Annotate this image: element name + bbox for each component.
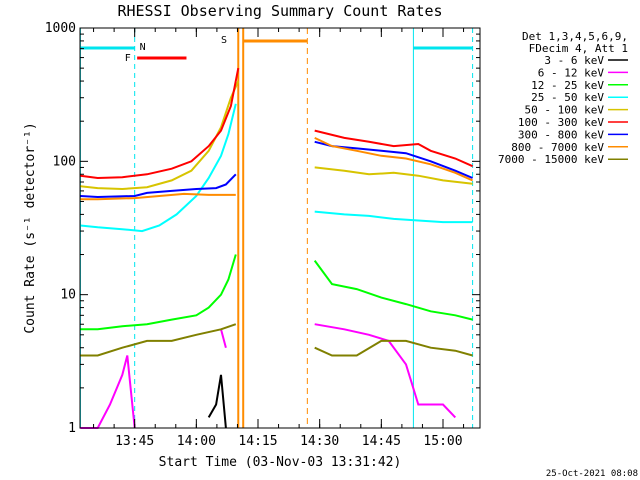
y-tick-label: 10: [60, 288, 76, 303]
chart-title: RHESSI Observing Summary Count Rates: [117, 2, 442, 20]
legend-header-line1: Det 1,3,4,5,6,9,: [522, 30, 628, 43]
series-line: [80, 323, 237, 357]
x-tick-label: 14:30: [300, 434, 339, 449]
y-tick-label: 1000: [45, 21, 76, 36]
x-tick-label: 13:45: [115, 434, 154, 449]
legend-entry-label: 300 - 800 keV: [518, 128, 604, 141]
axis-ticks: 1 10 100 1000 13:45 14:00 14:15 14:30 14:45 15:00: [45, 21, 480, 449]
series-line: [314, 136, 474, 182]
series-line: [314, 210, 473, 224]
series-line: [80, 254, 237, 331]
plot-frame: [79, 27, 481, 429]
y-tick-label: 1: [68, 421, 76, 436]
legend-entry-label: 6 - 12 keV: [538, 66, 605, 79]
series-line: [80, 67, 240, 180]
series-line: [314, 339, 473, 357]
legend-header-line2: FDecim 4, Att 1: [529, 42, 628, 55]
series-line: [314, 166, 473, 185]
series-line: [80, 173, 237, 199]
legend-entry-label: 3 - 6 keV: [544, 54, 604, 67]
flag-label-n: N: [140, 42, 146, 53]
series-line: [220, 329, 227, 348]
x-tick-label: 14:15: [238, 434, 277, 449]
x-tick-label: 14:00: [177, 434, 216, 449]
flags-layer: NF S: [79, 28, 474, 428]
x-tick-label: 15:00: [423, 434, 462, 449]
flag-label-s: S: [221, 35, 227, 46]
series-line: [313, 260, 473, 321]
series-line: [207, 374, 227, 429]
x-tick-label: 14:45: [362, 434, 401, 449]
series-line: [80, 80, 240, 191]
legend-entry-label: 800 - 7000 keV: [511, 141, 604, 154]
y-tick-label: 100: [53, 154, 76, 169]
series-line: [80, 103, 237, 233]
x-axis-label: Start Time (03-Nov-03 13:31:42): [159, 455, 402, 470]
legend: Det 1,3,4,5,6,9, FDecim 4, Att 1 3 - 6 k…: [498, 30, 628, 166]
series-line: [314, 323, 457, 419]
series-line: [80, 355, 136, 429]
legend-entry-label: 12 - 25 keV: [531, 79, 604, 92]
legend-entry-label: 25 - 50 keV: [531, 91, 604, 104]
data-layer: [80, 67, 474, 429]
flag-label-f: F: [125, 53, 131, 64]
series-line: [314, 129, 474, 168]
timestamp: 25-Oct-2021 08:08: [546, 469, 638, 479]
legend-entry-label: 7000 - 15000 keV: [498, 153, 604, 166]
y-axis-label: Count Rate (s⁻¹ detector⁻¹): [23, 122, 38, 333]
series-line: [80, 192, 236, 201]
legend-entry-label: 100 - 300 keV: [518, 116, 604, 129]
legend-entry-label: 50 - 100 keV: [525, 104, 605, 117]
